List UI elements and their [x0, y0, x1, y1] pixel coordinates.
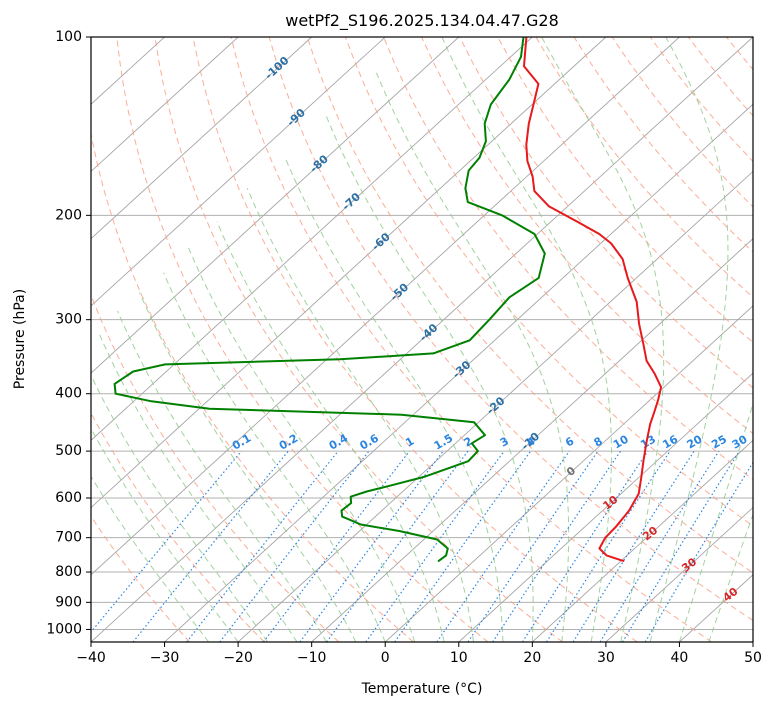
mixing-ratio-line — [366, 451, 504, 642]
y-tick-label: 700 — [55, 530, 82, 546]
x-axis-label: Temperature (°C) — [361, 681, 483, 697]
moist-adiabat — [442, 37, 612, 642]
moist-adiabat — [217, 222, 444, 642]
dry-adiabat — [155, 37, 563, 642]
moist-adiabat — [79, 348, 268, 642]
x-tick-label: −40 — [76, 650, 106, 666]
isotherm-line — [17, 37, 679, 642]
mixing-ratio-label: 3 — [498, 435, 511, 450]
mixing-ratio-label: 20 — [685, 432, 705, 451]
isotherm-line — [0, 37, 238, 642]
mixing-ratio-line — [600, 451, 719, 642]
x-tick-label: −20 — [223, 650, 253, 666]
mixing-ratio-label: 10 — [611, 432, 631, 451]
moist-adiabat — [188, 246, 415, 642]
mixing-ratio-label: 0.1 — [230, 432, 253, 453]
y-axis-label: Pressure (hPa) — [12, 289, 28, 389]
dry-adiabat — [422, 37, 775, 642]
x-tick-label: 40 — [671, 650, 689, 666]
mixing-ratio-line — [220, 451, 369, 642]
y-tick-label: 1000 — [46, 621, 82, 637]
dry-adiabat — [688, 37, 775, 642]
dry-adiabat — [612, 37, 775, 642]
dry-adiabat — [79, 37, 414, 642]
dry-adiabat — [269, 37, 775, 642]
y-tick-label: 900 — [55, 594, 82, 610]
y-tick-label: 400 — [55, 386, 82, 402]
mixing-ratio-line — [437, 451, 570, 642]
y-tick-label: 600 — [55, 490, 82, 506]
dry-adiabat — [726, 37, 775, 642]
mixing-ratio-line — [547, 451, 670, 642]
mixing-ratio-line — [468, 451, 598, 642]
mixing-ratio-line — [83, 451, 242, 642]
dry-adiabat — [193, 37, 637, 642]
y-tick-label: 800 — [55, 564, 82, 580]
x-tick-label: 30 — [597, 650, 615, 666]
mixing-ratio-label: 0.4 — [327, 431, 351, 452]
mixing-ratio-label: 16 — [660, 432, 680, 451]
dry-adiabat — [2, 37, 264, 642]
isotherm-label: -100 — [262, 54, 291, 82]
x-tick-label: 20 — [523, 650, 541, 666]
isotherm-line — [753, 37, 775, 642]
temperature-profile-line — [524, 37, 661, 561]
dewpoint-profile-line — [115, 37, 545, 561]
mixing-ratio-line — [573, 451, 694, 642]
mixing-ratio-label: 1.5 — [432, 432, 455, 453]
y-tick-label: 100 — [55, 29, 82, 45]
dry-adiabat — [345, 37, 775, 642]
x-tick-label: 50 — [744, 650, 762, 666]
mixing-ratio-line — [264, 451, 410, 642]
mixing-ratio-label: 8 — [592, 435, 605, 450]
mixing-ratio-label: 30 — [730, 432, 750, 451]
dry-adiabat — [536, 37, 775, 642]
mixing-ratio-label: 6 — [563, 434, 576, 449]
mixing-ratio-line — [300, 451, 443, 642]
dry-adiabat — [117, 37, 488, 642]
y-tick-label: 500 — [55, 443, 82, 459]
moist-adiabat — [99, 332, 297, 642]
chart-title: wetPf2_S196.2025.134.04.47.G28 — [285, 11, 559, 31]
x-tick-label: 10 — [450, 650, 468, 666]
isotherm-line — [0, 37, 312, 642]
dry-adiabat — [498, 37, 775, 642]
mixing-ratio-line — [133, 451, 288, 642]
x-tick-label: 0 — [381, 650, 390, 666]
x-tick-label: −30 — [150, 650, 180, 666]
isotherm-line — [0, 37, 385, 642]
dry-adiabat — [765, 37, 775, 642]
x-tick-label: −10 — [297, 650, 327, 666]
y-tick-label: 300 — [55, 312, 82, 328]
y-tick-label: 200 — [55, 207, 82, 223]
mixing-ratio-label: 0.6 — [358, 431, 382, 452]
isotherm-line — [0, 37, 459, 642]
mixing-ratio-label: 1 — [403, 435, 416, 450]
moist-adiabat — [709, 37, 775, 642]
dry-adiabat — [650, 37, 775, 642]
